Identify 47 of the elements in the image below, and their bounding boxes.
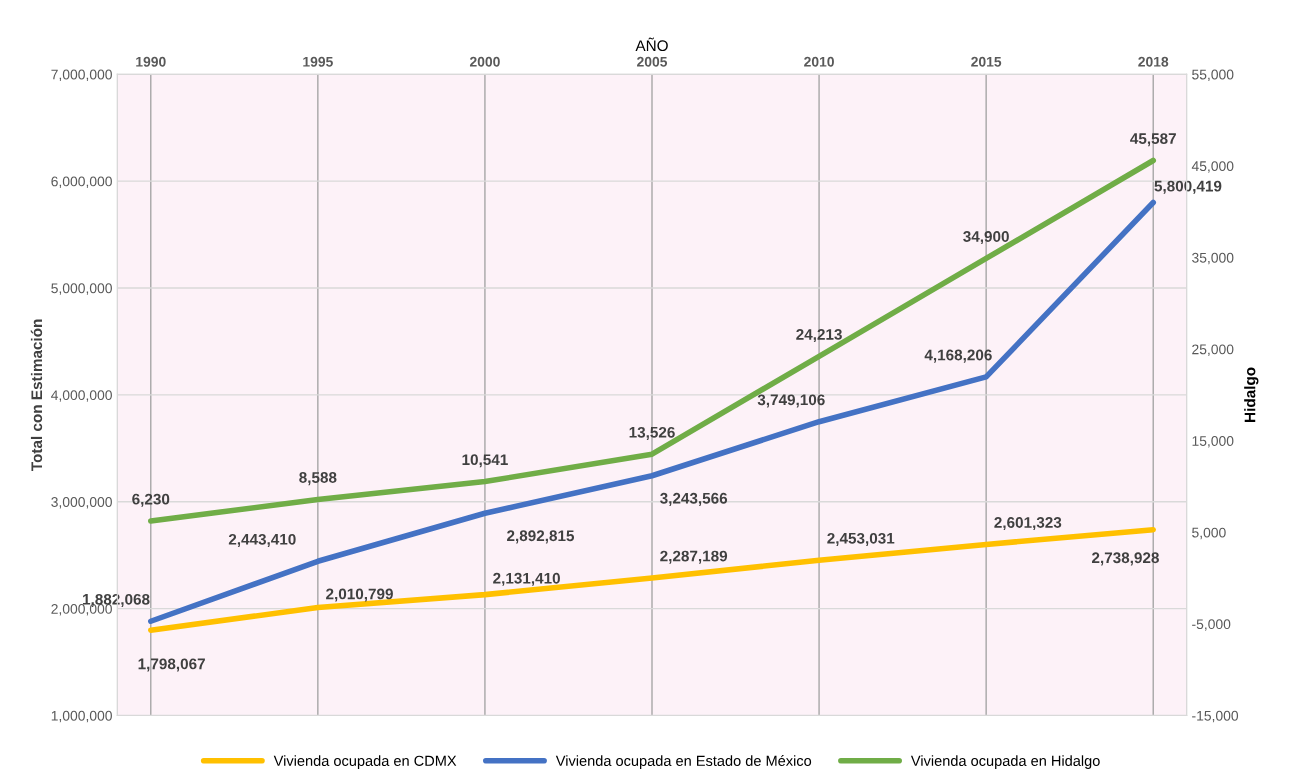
y2-tick-label: 55,000 xyxy=(1192,69,1234,82)
y-axis-title: Total con Estimación xyxy=(30,319,43,471)
x-tick-label: 2010 xyxy=(804,56,834,67)
data-label: 24,213 xyxy=(796,328,842,343)
data-label: 34,900 xyxy=(963,231,1009,245)
x-tick-label: 2005 xyxy=(637,56,668,67)
x-tick-label: 2018 xyxy=(1138,56,1169,67)
y-tick-label: 3,000,000 xyxy=(51,497,112,509)
data-label: 2,443,410 xyxy=(228,533,296,547)
y-tick-label: 6,000,000 xyxy=(51,176,112,188)
data-label: 8,588 xyxy=(299,472,337,486)
data-label: 4,168,206 xyxy=(924,349,992,363)
y-tick-label: 4,000,000 xyxy=(51,390,112,402)
data-label: 2,601,323 xyxy=(994,517,1062,531)
x-tick-label: 1990 xyxy=(136,56,166,67)
x-axis-title: AÑO xyxy=(635,37,668,52)
data-label: 2,287,189 xyxy=(660,550,728,564)
y-tick-label: 5,000,000 xyxy=(51,283,112,295)
x-tick-label: 2015 xyxy=(971,56,1002,67)
data-label: 2,131,410 xyxy=(493,572,560,586)
data-label: 2,738,928 xyxy=(1092,552,1159,566)
y2-tick-label: 35,000 xyxy=(1192,252,1234,265)
legend-label: Vivienda ocupada en Hidalgo xyxy=(910,755,1100,769)
y2-tick-label: -5,000 xyxy=(1192,619,1231,631)
y2-tick-label: -15,000 xyxy=(1192,710,1239,723)
y-tick-label: 1,000,000 xyxy=(51,710,112,723)
data-label: 3,749,106 xyxy=(757,394,825,408)
y2-tick-label: 45,000 xyxy=(1191,161,1234,173)
legend-label: Vivienda ocupada en Estado de México xyxy=(555,755,812,769)
data-label: 13,526 xyxy=(629,426,675,440)
data-label: 5,800,419 xyxy=(1154,180,1222,194)
y2-tick-label: 5,000 xyxy=(1192,527,1226,540)
data-label: 2,453,031 xyxy=(827,532,895,546)
data-label: 1,798,067 xyxy=(138,658,205,672)
x-tick-label: 1995 xyxy=(303,56,333,67)
data-label: 3,243,566 xyxy=(660,492,728,506)
y-tick-label: 7,000,000 xyxy=(51,69,112,82)
legend-label: Vivienda ocupada en CDMX xyxy=(273,755,457,769)
data-label: 45,587 xyxy=(1130,133,1176,147)
y2-axis-title: Hidalgo xyxy=(1244,367,1259,422)
x-tick-label: 2000 xyxy=(469,56,500,67)
data-label: 2,892,815 xyxy=(507,530,575,544)
data-label: 10,541 xyxy=(462,454,508,468)
y2-tick-label: 15,000 xyxy=(1192,436,1234,448)
data-label: 6,230 xyxy=(132,493,170,507)
y2-tick-label: 25,000 xyxy=(1192,344,1234,356)
data-label: 2,010,799 xyxy=(326,588,393,602)
